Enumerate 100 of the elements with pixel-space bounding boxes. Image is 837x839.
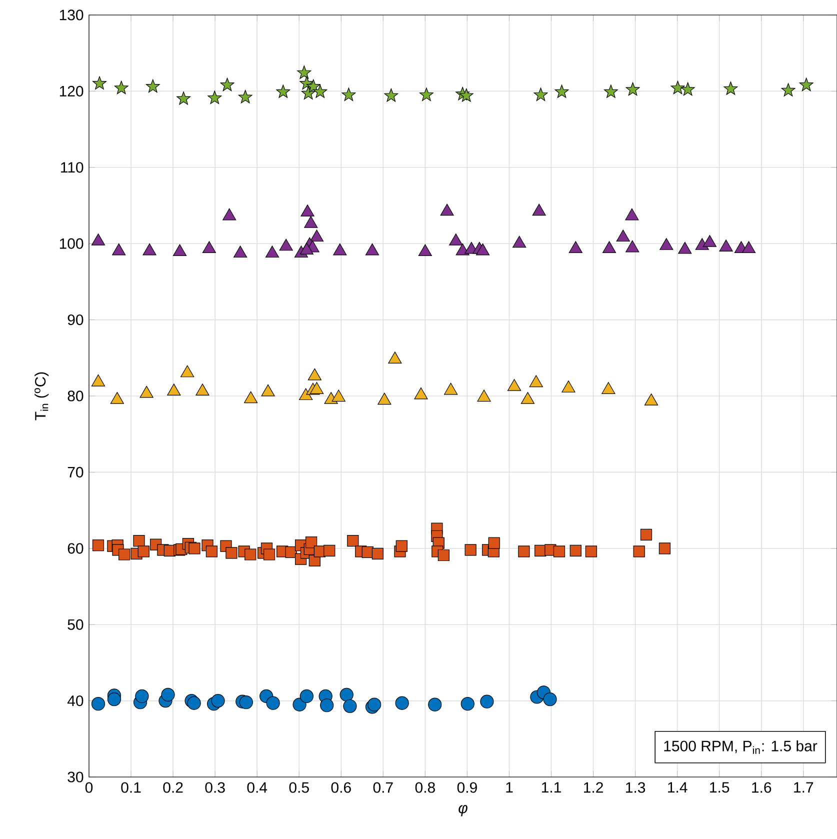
point <box>507 379 521 391</box>
y-tick-label: 120 <box>60 86 83 96</box>
point <box>616 230 630 242</box>
point <box>107 692 121 706</box>
y-tick-label: 130 <box>60 10 83 20</box>
point <box>568 241 582 253</box>
point <box>702 235 716 247</box>
point <box>233 246 247 258</box>
point <box>265 246 279 258</box>
point <box>659 238 673 250</box>
point <box>222 208 236 220</box>
point <box>244 391 258 404</box>
point <box>308 368 322 380</box>
point <box>244 548 256 560</box>
point <box>678 242 692 254</box>
point <box>570 544 582 556</box>
point <box>279 238 293 251</box>
point <box>300 689 314 704</box>
point <box>438 549 450 562</box>
y-tick-label: 40 <box>67 695 84 706</box>
point <box>225 547 238 559</box>
point <box>91 234 105 246</box>
point <box>680 82 695 96</box>
point <box>428 698 442 712</box>
point <box>207 90 222 104</box>
point <box>365 243 379 256</box>
x-tick-label: 1.3 <box>626 782 645 793</box>
point <box>534 88 548 101</box>
point <box>161 688 175 702</box>
x-tick-label: 0.9 <box>457 782 477 793</box>
point <box>142 243 156 256</box>
point <box>239 696 253 710</box>
point <box>604 84 618 98</box>
point <box>220 78 234 92</box>
y-tick-label: 30 <box>67 772 84 782</box>
point <box>346 534 359 547</box>
point <box>561 380 576 392</box>
y-tick-label: 80 <box>68 390 84 402</box>
point <box>146 79 160 93</box>
point <box>140 386 154 398</box>
x-tick-label: 1.4 <box>668 782 688 793</box>
point <box>118 548 130 560</box>
point <box>542 692 557 706</box>
point <box>310 230 324 242</box>
x-tick-label: 0.7 <box>373 782 393 793</box>
point <box>266 696 280 710</box>
x-tick-label: 1.5 <box>710 782 729 793</box>
point <box>372 548 384 560</box>
point <box>114 80 128 94</box>
point <box>448 234 462 246</box>
point <box>263 548 275 560</box>
point <box>414 387 428 400</box>
x-tick-label: 1 <box>506 782 512 793</box>
point <box>305 536 317 548</box>
point <box>529 375 543 388</box>
point <box>297 66 311 79</box>
x-axis-title: φ <box>458 805 468 816</box>
point <box>342 699 357 713</box>
point <box>488 537 500 549</box>
point <box>480 694 494 708</box>
y-tick-label: 50 <box>68 619 84 630</box>
point <box>553 546 565 558</box>
point <box>633 546 645 558</box>
y-tick-label: 60 <box>68 543 84 554</box>
point <box>626 82 640 96</box>
point <box>340 688 354 702</box>
point <box>476 243 490 256</box>
point <box>460 697 474 711</box>
x-tick-label: 1.2 <box>584 782 603 793</box>
point <box>133 534 145 547</box>
x-tick-label: 0.6 <box>331 782 351 793</box>
x-tick-label: 0.8 <box>415 782 435 793</box>
point <box>464 544 476 556</box>
point <box>512 236 526 248</box>
point <box>301 86 316 100</box>
point <box>532 204 546 216</box>
point <box>92 76 106 90</box>
point <box>440 204 454 216</box>
point <box>554 84 569 98</box>
point <box>742 241 756 253</box>
point <box>323 544 335 556</box>
point <box>138 546 150 558</box>
point <box>238 90 252 104</box>
point <box>91 374 105 386</box>
x-tick-label: 0.2 <box>163 782 183 793</box>
point <box>92 540 104 552</box>
point <box>477 390 491 402</box>
point <box>520 392 534 404</box>
point <box>670 80 685 94</box>
point <box>724 82 738 95</box>
point <box>396 540 408 552</box>
point <box>172 244 186 256</box>
y-tick-label: 110 <box>60 162 84 173</box>
point <box>719 240 733 252</box>
x-tick-label: 0.3 <box>205 782 225 793</box>
y-tick-label: 100 <box>60 238 83 249</box>
point <box>332 390 346 402</box>
point <box>195 384 210 396</box>
point <box>320 698 334 712</box>
point <box>601 382 615 394</box>
